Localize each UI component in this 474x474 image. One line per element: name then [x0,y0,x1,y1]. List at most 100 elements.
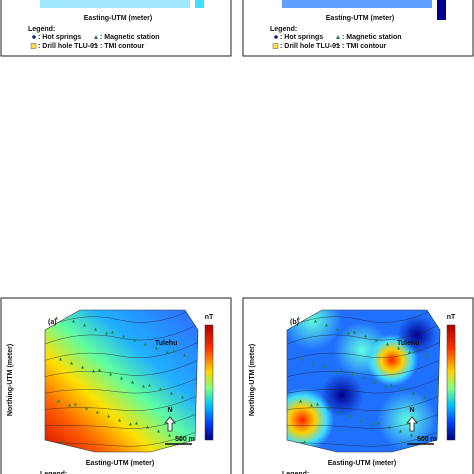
station [111,330,114,334]
contour-icon [333,44,341,47]
x-axis-label: Easting-UTM (meter) [328,460,396,467]
hot-spring-icon [32,35,36,39]
colorbar [446,324,456,441]
station [397,346,400,350]
legend-item: : Magnetic station [342,34,402,41]
hot-spring-icon [274,35,278,39]
station [423,395,426,399]
station [301,357,304,361]
station [70,361,73,365]
scale-label: 500 m [417,436,437,443]
station [314,319,317,323]
station [410,433,413,437]
contour-line [287,317,440,347]
station [133,338,136,342]
station [340,368,343,372]
contour-icon [91,44,99,47]
station [146,425,149,429]
drill-icon [30,43,37,49]
station [360,418,363,422]
station [159,387,162,391]
station [105,331,108,335]
contour-line [45,371,198,395]
station-icon [336,35,340,39]
station [316,402,319,406]
station [59,357,62,361]
station [297,316,300,320]
contour-map [45,310,198,452]
colorbar-fragment [437,0,446,20]
station [299,399,302,403]
scale-label: 500 m [175,436,195,443]
map-fragment [40,0,190,8]
anomaly [397,315,437,355]
legend-item: : Drill hole TLU-01 [280,43,340,50]
station [338,410,341,414]
station [401,387,404,391]
y-axis-label: Northing-UTM (meter) [7,344,14,416]
place-label: Tulehu [155,340,177,347]
station [129,422,132,426]
station [325,323,328,327]
station [364,334,367,338]
x-axis-label: Easting-UTM (meter) [84,15,152,22]
panel-label: (a) [48,319,57,326]
station [57,399,60,403]
station [310,403,313,407]
contour-line [45,310,198,331]
station [425,353,428,357]
contour-line [287,389,440,411]
station [414,349,417,353]
legend-item: : TMI contour [100,43,145,50]
station-icon [94,35,98,39]
legend-title: Legend: [40,471,67,474]
legend-item: : Hot springs [280,34,323,41]
contour-line [45,353,198,379]
station [303,440,306,444]
station [144,342,147,346]
station [421,437,424,441]
contour-line [287,407,440,429]
contour-line [287,371,440,395]
legend-item: : Hot springs [38,34,81,41]
north-arrow [164,416,176,432]
station [68,403,71,407]
station [74,402,77,406]
station [61,440,64,444]
station [351,372,354,376]
station [118,418,121,422]
station [94,327,97,331]
colorbar-unit: nT [205,314,214,321]
station [399,429,402,433]
contour-line [45,317,198,347]
station [92,369,95,373]
map-outline [286,309,441,453]
station [155,346,158,350]
station [179,437,182,441]
contour-line [45,407,198,429]
station [148,383,151,387]
station [362,376,365,380]
panel-frame [0,0,232,57]
colorbar-unit: nT [447,314,456,321]
station [172,349,175,353]
panel-frame [0,297,232,474]
station [408,350,411,354]
station [323,365,326,369]
legend-title: Legend: [282,471,309,474]
anomaly [320,373,364,417]
station [336,327,339,331]
station [72,319,75,323]
station [347,331,350,335]
contour-map [287,310,440,452]
station [83,323,86,327]
station [377,421,380,425]
station [168,433,171,437]
panel-frame [242,297,474,474]
station [312,361,315,365]
contour-line [287,353,440,379]
station [353,330,356,334]
station [142,384,145,388]
x-axis-label: Easting-UTM (meter) [326,15,394,22]
